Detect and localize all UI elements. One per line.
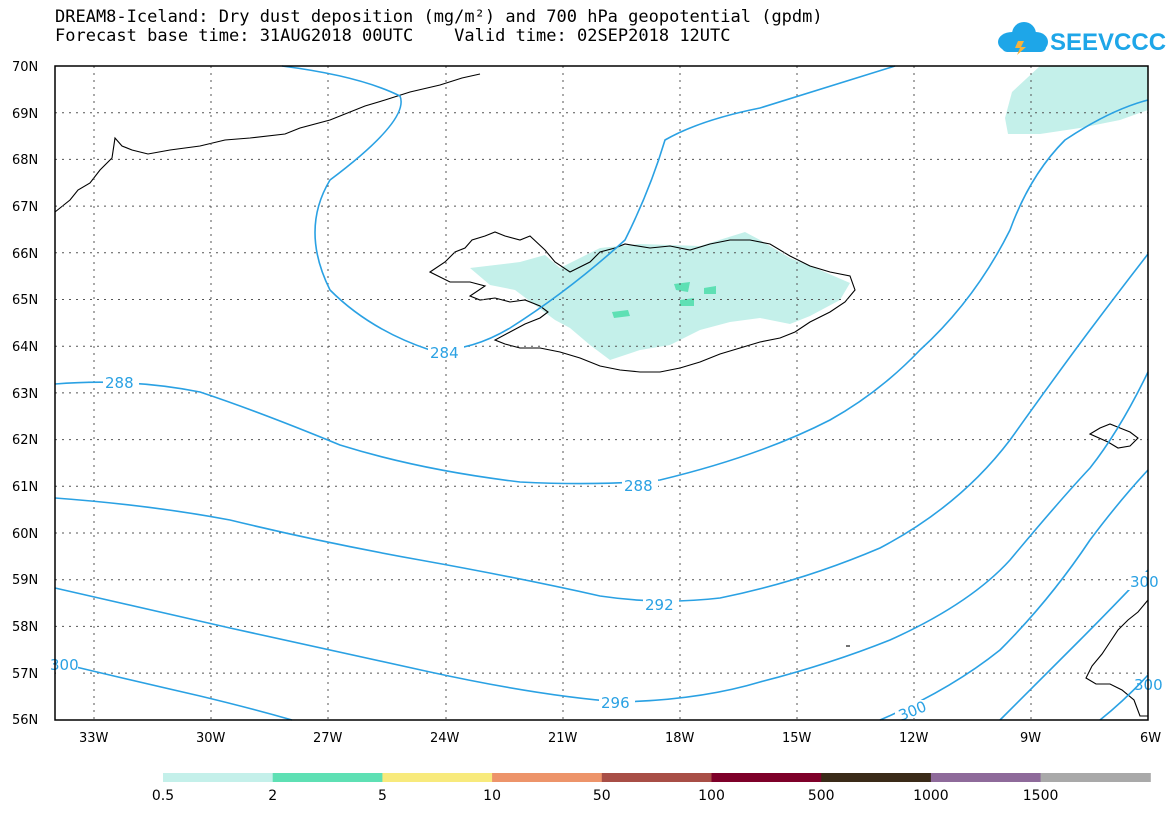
legend-label: 1500: [1023, 788, 1059, 804]
legend-swatch: [163, 773, 274, 782]
lon-label: 30W: [196, 731, 226, 746]
latitude-labels: 70N 69N 68N 67N 66N 65N 64N 63N 62N 61N …: [12, 60, 38, 728]
contour-296: [54, 371, 1149, 703]
dust-area-medium-2: [674, 282, 690, 292]
legend-label: 50: [593, 788, 611, 804]
legend-label: 1000: [913, 788, 949, 804]
cloud-icon: [998, 22, 1048, 55]
lon-label: 15W: [782, 731, 812, 746]
contour-300-east-1: [999, 569, 1149, 721]
lat-label: 66N: [12, 247, 38, 262]
lat-label: 59N: [12, 573, 38, 588]
lat-label: 65N: [12, 293, 38, 308]
contour-288: [54, 99, 1149, 485]
legend-swatch: [1040, 773, 1151, 782]
legend-swatch: [711, 773, 822, 782]
lon-label: 6W: [1140, 731, 1161, 746]
lat-label: 67N: [12, 200, 38, 215]
contour-label: 300: [50, 656, 79, 674]
legend-swatch: [492, 773, 603, 782]
legend-label: 100: [698, 788, 725, 804]
legend-label: 0.5: [152, 788, 174, 804]
lat-label: 62N: [12, 433, 38, 448]
dust-area-medium-1: [612, 310, 630, 318]
greenland-coast: [54, 73, 481, 213]
legend-label: 2: [268, 788, 277, 804]
legend-label: 500: [808, 788, 835, 804]
lon-label: 21W: [548, 731, 578, 746]
legend-swatch: [382, 773, 493, 782]
lat-label: 64N: [12, 340, 38, 355]
dust-area-northeast: [1005, 66, 1148, 134]
colour-legend: [163, 773, 1151, 782]
map-title: DREAM8-Iceland: Dry dust deposition (mg/…: [55, 7, 823, 27]
contour-300-west: [54, 661, 293, 721]
legend-swatch: [930, 773, 1042, 782]
lat-label: 69N: [12, 107, 38, 122]
graticule: [55, 66, 1148, 720]
lat-label: 68N: [12, 153, 38, 168]
dust-deposition-shading: [470, 66, 1148, 360]
lat-label: 63N: [12, 387, 38, 402]
lon-label: 33W: [79, 731, 109, 746]
contour-label: 284: [430, 344, 459, 362]
contour-label: 300: [1130, 573, 1159, 591]
lon-label: 9W: [1020, 731, 1041, 746]
contour-label: 296: [601, 694, 630, 712]
lon-label: 27W: [313, 731, 343, 746]
lat-label: 61N: [12, 480, 38, 495]
contour-292: [54, 253, 1149, 602]
seevccc-logo: SEEVCCC: [998, 22, 1166, 56]
dust-area-medium-4: [680, 298, 694, 306]
dust-area-medium-3: [704, 286, 716, 294]
longitude-labels: 33W 30W 27W 24W 21W 18W 15W 12W 9W 6W: [79, 731, 1161, 746]
legend-label: 5: [378, 788, 387, 804]
contour-label: 288: [624, 477, 653, 495]
legend-swatch: [601, 773, 712, 782]
map-frame: [54, 65, 1149, 721]
map-subtitle-times: Forecast base time: 31AUG2018 00UTC Vali…: [55, 26, 731, 46]
lon-label: 12W: [899, 731, 929, 746]
iceland-coast: [428, 231, 856, 373]
legend-swatch: [272, 773, 383, 782]
legend-labels: 0.5 2 5 10 50 100 500 1000 1500: [152, 788, 1059, 804]
lon-label: 24W: [430, 731, 460, 746]
contour-label: 292: [645, 596, 674, 614]
dust-area-iceland: [470, 232, 850, 360]
lat-label: 58N: [12, 620, 38, 635]
logo-wordmark: SEEVCCC: [1050, 29, 1166, 56]
coastlines: [54, 73, 1149, 717]
contour-300-south: [879, 469, 1149, 721]
lat-label: 56N: [12, 713, 38, 728]
lon-label: 18W: [665, 731, 695, 746]
legend-label: 10: [483, 788, 501, 804]
faroe-islands: [1088, 423, 1139, 449]
contour-284: [281, 65, 896, 351]
legend-swatch: [821, 773, 932, 782]
geopotential-contours: [54, 65, 1149, 721]
lat-label: 70N: [12, 60, 38, 75]
lat-label: 60N: [12, 527, 38, 542]
scotland-coast: [1085, 599, 1149, 717]
contour-300-east-2: [1099, 674, 1149, 721]
contour-label: 288: [105, 374, 134, 392]
lat-label: 57N: [12, 667, 38, 682]
